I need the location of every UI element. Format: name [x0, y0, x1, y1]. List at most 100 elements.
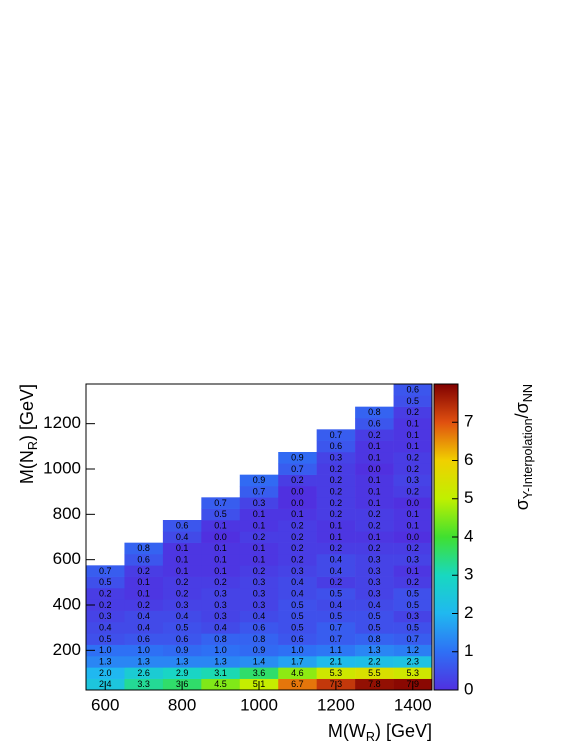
cell-value: 0.2 — [407, 464, 420, 474]
cell — [162, 622, 202, 634]
cell — [355, 667, 394, 679]
cell-value: 0.3 — [253, 577, 266, 587]
cell-value: 0.2 — [291, 555, 304, 565]
cell — [86, 667, 125, 679]
cell — [278, 610, 317, 623]
cell — [355, 508, 394, 521]
cell-value: 0.3 — [407, 555, 420, 565]
cell — [316, 656, 356, 668]
cell-value: 3.3 — [137, 679, 150, 689]
cell — [86, 588, 125, 600]
cell-value: 0.1 — [214, 555, 227, 565]
cell — [278, 497, 317, 509]
cell — [278, 633, 317, 645]
cell — [239, 565, 279, 577]
cell-value: 1.0 — [99, 645, 112, 655]
cell-value: 0.5 — [407, 396, 420, 406]
cell-value: 1.3 — [214, 657, 227, 667]
cell-value: 0.0 — [407, 498, 420, 508]
cell — [162, 633, 202, 645]
cell — [278, 678, 317, 691]
cell — [316, 610, 356, 623]
cell — [393, 406, 433, 419]
x-tick-label: 600 — [91, 695, 119, 714]
cell — [393, 576, 433, 589]
cell-value: 0.5 — [407, 600, 420, 610]
cell — [393, 497, 433, 509]
cell — [393, 463, 433, 475]
cell-value: 4.5 — [214, 679, 227, 689]
cell — [278, 463, 317, 475]
cell — [278, 565, 317, 577]
cell-value: 0.2 — [407, 577, 420, 587]
cell — [239, 622, 279, 634]
cell — [278, 508, 317, 521]
cell-value: 0.1 — [330, 532, 343, 542]
cell — [86, 610, 125, 623]
cell — [355, 520, 394, 532]
cell — [278, 576, 317, 589]
cell-value: 0.1 — [368, 441, 381, 451]
cell — [355, 633, 394, 645]
cell-value: 0.2 — [330, 464, 343, 474]
cell-value: 0.0 — [368, 464, 381, 474]
cell-value: 0.4 — [368, 600, 381, 610]
cell-value: 0.1 — [291, 509, 304, 519]
cell — [239, 497, 279, 509]
cell-value: 0.9 — [291, 453, 304, 463]
cell — [201, 508, 241, 521]
z-tick-label: 5 — [464, 488, 473, 507]
cell — [239, 633, 279, 645]
cell — [393, 395, 433, 407]
cell — [239, 520, 279, 532]
cell — [393, 452, 433, 464]
cell — [239, 542, 279, 555]
cell — [201, 678, 241, 691]
cell — [355, 588, 394, 600]
cell-value: 0.1 — [214, 566, 227, 576]
cell-value: 0.1 — [253, 521, 266, 531]
title-part: M(N — [17, 450, 37, 484]
cell — [86, 599, 125, 611]
y-tick-label: 600 — [53, 549, 81, 568]
cell-value: 0.5 — [291, 600, 304, 610]
cell — [355, 418, 394, 430]
cell-value: 0.7 — [291, 464, 304, 474]
cell-value: 3.1 — [214, 668, 227, 678]
cell-value: 0.1 — [368, 453, 381, 463]
cell-value: 0.4 — [253, 611, 266, 621]
cell-value: 0.1 — [330, 521, 343, 531]
cell — [162, 531, 202, 543]
cell-value: 1.1 — [330, 645, 343, 655]
cell-value: 0.2 — [137, 566, 150, 576]
cell — [393, 418, 433, 430]
x-tick-label: 1400 — [394, 695, 432, 714]
cell-value: 0.2 — [99, 589, 112, 599]
cell-value: 0.6 — [176, 634, 189, 644]
cell — [355, 644, 394, 657]
cell — [355, 440, 394, 453]
cell — [278, 452, 317, 464]
x-tick-label: 800 — [168, 695, 196, 714]
cell-value: 0.2 — [330, 487, 343, 497]
cell — [162, 610, 202, 623]
cell — [239, 576, 279, 589]
cell — [239, 599, 279, 611]
cell-value: 0.9 — [176, 645, 189, 655]
cell — [316, 474, 356, 487]
cell-value: 0.8 — [368, 634, 381, 644]
cell — [86, 656, 125, 668]
y-tick-label: 1200 — [43, 413, 81, 432]
cell — [393, 633, 433, 645]
cell-value: 0.3 — [253, 589, 266, 599]
cell-value: 1.3 — [99, 657, 112, 667]
cell-value: 0.1 — [407, 441, 420, 451]
cell — [239, 508, 279, 521]
cell — [316, 542, 356, 555]
cell-value: 0.5 — [99, 577, 112, 587]
cell — [124, 622, 164, 634]
cell — [393, 508, 433, 521]
cell-value: 0.3 — [368, 589, 381, 599]
cell — [393, 384, 433, 396]
cell-value: 2.6 — [137, 668, 150, 678]
